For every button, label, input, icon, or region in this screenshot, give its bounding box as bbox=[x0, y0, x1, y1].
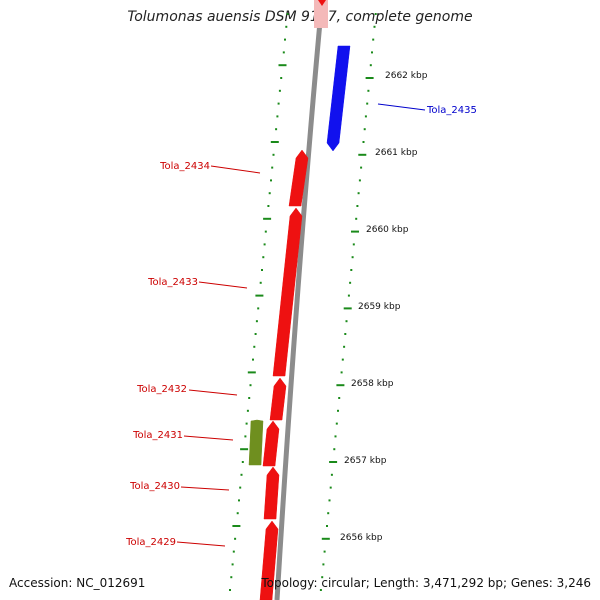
gene-leader-line bbox=[377, 103, 426, 111]
gene-arrow-tola_2434[interactable] bbox=[288, 149, 309, 207]
scale-label: 2658 kbp bbox=[351, 379, 394, 389]
outer-tick-track bbox=[319, 13, 377, 591]
genome-title: Tolumonas auensis DSM 9187, complete gen… bbox=[127, 9, 473, 25]
genes-layer bbox=[248, 0, 351, 600]
scale-label: 2656 kbp bbox=[340, 533, 383, 543]
gene-labels-layer: Tola_2435 Tola_2434 Tola_2433 Tola_2432 Tola… bbox=[125, 103, 477, 548]
gene-leader-line bbox=[210, 165, 261, 174]
gene-arrow-unlabeled bbox=[263, 466, 280, 520]
scale-label: 2661 kbp bbox=[375, 148, 418, 158]
gene-arrow-tola_2429[interactable] bbox=[259, 520, 279, 600]
gene-label-tola_2434[interactable]: Tola_2434 bbox=[159, 161, 210, 172]
gene-label-tola_2432[interactable]: Tola_2432 bbox=[136, 384, 187, 395]
gene-leader-line bbox=[188, 389, 238, 396]
gene-leader-line bbox=[183, 435, 234, 441]
gene-label-tola_2430[interactable]: Tola_2430 bbox=[129, 481, 180, 492]
scale-label: 2659 kbp bbox=[358, 302, 401, 312]
gene-label-tola_2431[interactable]: Tola_2431 bbox=[132, 430, 183, 441]
inner-tick-track bbox=[229, 13, 289, 591]
gene-arrow-tola_2433[interactable] bbox=[272, 207, 303, 377]
scale-label: 2657 kbp bbox=[344, 456, 387, 466]
gene-arrow-tola_2435[interactable] bbox=[326, 45, 351, 152]
scale-labels-layer: 2662 kbp 2661 kbp 2660 kbp 2659 kbp 2658 kbp… bbox=[340, 71, 428, 543]
genome-backbone bbox=[274, 0, 325, 600]
partial-gene-top bbox=[314, 0, 328, 28]
scale-label: 2662 kbp bbox=[385, 71, 428, 81]
gene-arrow-tola_2431[interactable] bbox=[248, 419, 264, 466]
gene-leader-line bbox=[176, 541, 226, 547]
gene-label-tola_2429[interactable]: Tola_2429 bbox=[125, 537, 176, 548]
gene-arrow-tola_2432[interactable] bbox=[269, 377, 287, 421]
accession-label: Accession: NC_012691 bbox=[9, 576, 146, 590]
gene-leader-line bbox=[180, 486, 230, 491]
partial-gene-top-arrow bbox=[318, 0, 326, 6]
gene-arrow-tola_2430[interactable] bbox=[262, 420, 280, 467]
genome-summary-label: Topology: circular; Length: 3,471,292 bp… bbox=[261, 576, 591, 590]
scale-label: 2660 kbp bbox=[366, 225, 409, 235]
gene-leader-line bbox=[198, 281, 248, 289]
gene-label-tola_2433[interactable]: Tola_2433 bbox=[147, 277, 198, 288]
gene-label-tola_2435[interactable]: Tola_2435 bbox=[426, 105, 477, 116]
